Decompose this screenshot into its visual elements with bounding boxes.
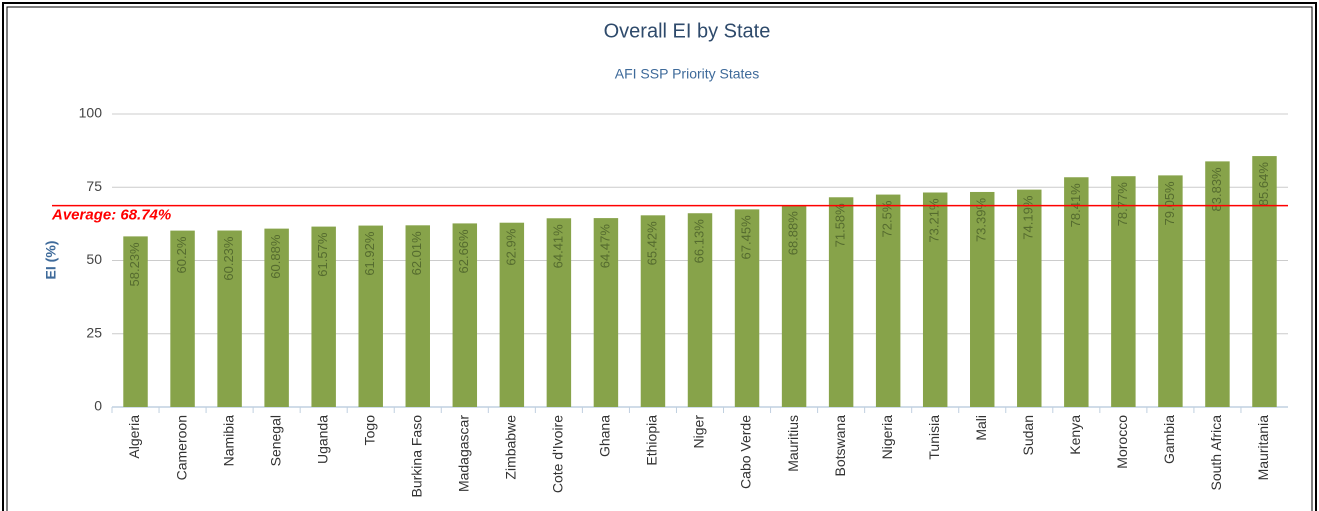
bar bbox=[781, 205, 807, 407]
value-label: 62.9% bbox=[503, 228, 518, 265]
average-label: Average: 68.74% bbox=[51, 207, 171, 224]
y-tick-label: 75 bbox=[86, 178, 102, 194]
bar bbox=[1064, 177, 1089, 407]
x-tick-label: South Africa bbox=[1208, 415, 1224, 491]
value-label: 60.23% bbox=[221, 236, 236, 281]
bar bbox=[123, 236, 148, 407]
x-tick-label: Morocco bbox=[1114, 415, 1130, 469]
y-tick-label: 100 bbox=[79, 105, 103, 121]
value-label: 78.77% bbox=[1115, 182, 1130, 227]
y-tick-label: 50 bbox=[86, 251, 102, 267]
y-axis-label: EI (%) bbox=[43, 241, 59, 280]
value-label: 65.42% bbox=[644, 221, 659, 266]
value-label: 66.13% bbox=[691, 219, 706, 264]
x-tick-label: Mauritania bbox=[1255, 415, 1271, 481]
bar bbox=[922, 192, 948, 407]
x-tick-label: Burkina Faso bbox=[408, 415, 424, 498]
bar bbox=[358, 225, 383, 407]
x-tick-label: Cote d'Ivoire bbox=[550, 415, 566, 493]
bar bbox=[1205, 161, 1230, 407]
bar bbox=[1158, 175, 1183, 407]
inner-frame bbox=[6, 6, 1313, 511]
bar bbox=[593, 218, 619, 407]
x-tick-label: Gambia bbox=[1161, 415, 1177, 464]
chart-subtitle: AFI SSP Priority States bbox=[615, 66, 759, 82]
value-label: 74.19% bbox=[1021, 195, 1036, 240]
y-tick-label: 25 bbox=[86, 324, 102, 340]
value-label: 73.39% bbox=[974, 198, 989, 243]
bar bbox=[264, 228, 289, 407]
x-tick-label: Algeria bbox=[126, 415, 142, 459]
bar bbox=[734, 209, 760, 407]
x-tick-label: Uganda bbox=[314, 415, 330, 464]
bar bbox=[640, 215, 666, 407]
x-tick-label: Madagascar bbox=[456, 415, 472, 492]
value-label: 68.88% bbox=[786, 211, 801, 256]
value-label: 71.58% bbox=[833, 203, 848, 248]
value-label: 60.88% bbox=[268, 234, 283, 279]
value-label: 64.47% bbox=[597, 224, 612, 269]
x-tick-label: Mauritius bbox=[785, 415, 801, 472]
x-tick-label: Togo bbox=[361, 415, 377, 446]
bar bbox=[875, 194, 901, 407]
value-label: 67.45% bbox=[738, 215, 753, 260]
value-label: 85.64% bbox=[1256, 162, 1271, 207]
bar bbox=[1252, 156, 1277, 407]
y-tick-label: 0 bbox=[94, 398, 102, 414]
x-tick-label: Cameroon bbox=[173, 415, 189, 480]
x-tick-label: Senegal bbox=[267, 415, 283, 466]
bar bbox=[687, 213, 713, 407]
bar bbox=[499, 222, 525, 407]
x-tick-label: Tunisia bbox=[926, 415, 942, 460]
value-label: 62.66% bbox=[456, 229, 471, 274]
x-tick-label: Niger bbox=[691, 415, 707, 449]
bar bbox=[1017, 189, 1042, 407]
x-tick-label: Zimbabwe bbox=[503, 415, 519, 480]
x-tick-label: Ghana bbox=[597, 415, 613, 457]
value-label: 83.83% bbox=[1209, 167, 1224, 212]
x-tick-label: Botswana bbox=[832, 415, 848, 477]
x-tick-label: Namibia bbox=[220, 415, 236, 467]
bar bbox=[828, 197, 854, 407]
value-label: 62.01% bbox=[409, 231, 424, 276]
x-tick-label: Kenya bbox=[1067, 415, 1083, 455]
value-label: 61.92% bbox=[362, 231, 377, 276]
value-label: 58.23% bbox=[127, 242, 142, 287]
bar bbox=[311, 226, 336, 407]
value-label: 61.57% bbox=[315, 232, 330, 277]
x-tick-label: Cabo Verde bbox=[738, 415, 754, 489]
x-tick-label: Sudan bbox=[1020, 415, 1036, 455]
bar bbox=[970, 191, 995, 407]
bar bbox=[170, 230, 195, 407]
value-label: 79.05% bbox=[1162, 181, 1177, 226]
x-tick-label: Mali bbox=[973, 415, 989, 441]
value-label: 60.2% bbox=[174, 236, 189, 273]
x-tick-label: Nigeria bbox=[879, 415, 895, 460]
bar bbox=[546, 218, 572, 407]
value-label: 73.21% bbox=[927, 198, 942, 243]
value-label: 72.5% bbox=[880, 200, 895, 237]
chart-title: Overall EI by State bbox=[604, 20, 771, 42]
bar bbox=[1111, 176, 1136, 407]
value-label: 64.41% bbox=[550, 224, 565, 269]
bar bbox=[405, 225, 430, 407]
bar bbox=[452, 223, 478, 407]
bar bbox=[217, 230, 242, 407]
x-tick-label: Ethiopia bbox=[644, 415, 660, 466]
